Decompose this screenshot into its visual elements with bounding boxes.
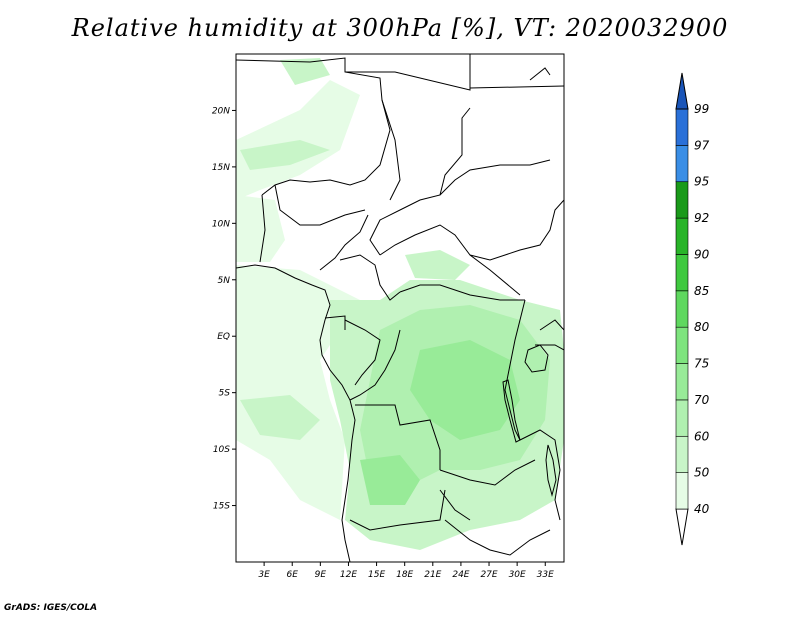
country-borders-layer <box>236 54 564 562</box>
border-drc-north <box>399 284 525 301</box>
lon-tick-label: 9E <box>315 570 327 580</box>
border-east-lakes-2 <box>539 319 564 331</box>
colorbar-level-label: 70 <box>694 393 710 407</box>
humidity-area-sahel-light <box>236 80 360 200</box>
border-angola-south <box>349 489 446 531</box>
humidity-area-south-patch <box>360 455 420 505</box>
colorbar-level-label: 97 <box>694 138 710 152</box>
humidity-area-north-streak <box>240 140 330 170</box>
colorbar-level-label: 99 <box>694 102 709 116</box>
colorbar-level-label: 85 <box>694 284 709 298</box>
lat-tick-label: EQ <box>217 332 230 342</box>
lon-tick-label: 6E <box>287 570 299 580</box>
border-car <box>379 224 521 296</box>
lat-tick-label: 15N <box>212 163 230 173</box>
border-tanzania <box>519 429 561 521</box>
map-frame <box>235 53 565 563</box>
lon-tick-label: 15E <box>368 570 385 580</box>
longitude-axis: 3E 6E 9E 12E 15E 18E 21E 24E 27E 30E 33E <box>258 562 554 580</box>
colorbar-segment <box>675 326 689 364</box>
latitude-axis: 20N 15N 10N 5N EQ 5S 10S 15S <box>212 106 236 512</box>
border-cameroon-chad <box>319 214 369 271</box>
colorbar-level-label: 92 <box>694 211 709 225</box>
colorbar-segment <box>675 472 689 510</box>
humidity-area-north-patch <box>405 250 470 280</box>
colorbar-level-label: 80 <box>694 320 710 334</box>
border-niger-nigeria <box>274 184 366 226</box>
coastline-west-africa <box>236 264 356 562</box>
lat-tick-label: 10N <box>212 219 230 229</box>
lon-tick-label: 21E <box>424 570 441 580</box>
border-coast-northeast <box>469 85 564 89</box>
border-east-lakes <box>504 299 526 441</box>
lat-tick-label: 5S <box>219 389 231 399</box>
border-mozambique <box>444 519 551 556</box>
border-south-sudan <box>469 199 564 261</box>
map-title: Relative humidity at 300hPa [%], VT: 202… <box>71 14 729 42</box>
lon-tick-label: 12E <box>340 570 357 580</box>
colorbar-segment <box>675 399 689 437</box>
humidity-shading-layer <box>236 58 564 550</box>
lake-malawi <box>545 444 557 497</box>
colorbar-legend: 40 50 60 70 75 80 85 90 92 95 97 99 <box>675 72 710 546</box>
lon-tick-label: 3E <box>258 570 270 580</box>
border-angola-north <box>355 404 441 470</box>
colorbar-level-label: 95 <box>694 175 709 189</box>
colorbar-level-label: 75 <box>694 357 709 371</box>
colorbar-segment <box>675 290 689 328</box>
colorbar-segment <box>675 254 689 292</box>
lon-tick-label: 27E <box>480 570 497 580</box>
colorbar-segment <box>675 181 689 219</box>
colorbar-level-label: 90 <box>694 247 710 261</box>
border-egypt-sudan <box>369 107 471 256</box>
colorbar-segment <box>675 435 689 473</box>
lat-tick-label: 20N <box>212 106 230 116</box>
border-ethiopia <box>439 159 551 196</box>
border-libya <box>345 54 471 91</box>
lat-tick-label: 10S <box>213 445 230 455</box>
lat-tick-label: 15S <box>213 502 230 512</box>
lake-tanganyika <box>502 379 521 443</box>
border-gabon <box>324 315 346 330</box>
lon-tick-label: 33E <box>537 570 554 580</box>
lon-tick-label: 30E <box>509 570 526 580</box>
colorbar-segment <box>675 217 689 255</box>
border-cameroon <box>339 254 401 301</box>
lon-tick-label: 24E <box>452 570 469 580</box>
colorbar-segment <box>675 108 689 146</box>
border-drc-west <box>349 329 401 401</box>
border-zambia <box>439 459 536 486</box>
humidity-area-top-patch <box>280 58 330 85</box>
border-congo <box>344 319 381 386</box>
lon-tick-label: 18E <box>396 570 413 580</box>
lake-victoria <box>524 344 549 373</box>
colorbar-level-label: 50 <box>694 466 710 480</box>
colorbar-segment <box>675 363 689 401</box>
border-namibia-botswana <box>439 489 471 521</box>
humidity-area-core-dense <box>410 340 520 440</box>
colorbar-segment <box>675 145 689 183</box>
colorbar-level-label: 60 <box>694 429 710 443</box>
red-sea-coast <box>529 67 551 81</box>
border-kenya <box>535 344 564 351</box>
colorbar-level-label: 40 <box>694 502 710 516</box>
humidity-area-gulf-guinea <box>236 265 360 520</box>
lat-tick-label: 5N <box>218 276 231 286</box>
humidity-area-atlantic <box>240 395 320 440</box>
border-nigeria <box>259 194 266 263</box>
border-chad-east <box>381 99 401 201</box>
grads-credit: GrADS: IGES/COLA <box>4 603 98 613</box>
humidity-area-west-coast <box>236 195 285 262</box>
colorbar-lower-arrow <box>675 508 689 546</box>
border-sahara-north <box>236 57 391 196</box>
colorbar-upper-arrow <box>675 72 689 110</box>
